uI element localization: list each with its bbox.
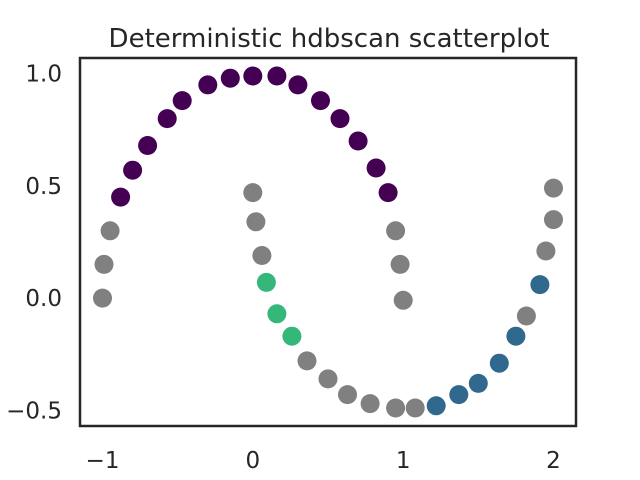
chart-title: Deterministic hdbscan scatterplot	[109, 24, 550, 54]
scatter-point	[318, 369, 338, 389]
scatter-point	[288, 75, 308, 95]
scatter-point	[243, 183, 263, 203]
scatter-point	[338, 385, 357, 405]
scatter-point	[243, 66, 263, 86]
scatter-point	[348, 131, 368, 151]
x-tick-label: 1	[396, 448, 411, 474]
scatter-point	[544, 210, 563, 230]
y-axis-ticks: −0.5 0.0 0.5 1.0	[6, 62, 62, 425]
scatter-point	[94, 254, 114, 274]
scatter-point	[297, 351, 317, 371]
scatter-point	[536, 241, 556, 261]
scatter-point	[530, 275, 550, 295]
scatter-point	[489, 353, 509, 373]
scatter-point	[282, 326, 302, 346]
scatter-point	[93, 288, 112, 308]
scatter-point	[360, 394, 380, 414]
scatter-point	[172, 91, 192, 111]
scatter-point	[405, 398, 425, 418]
scatter-point	[198, 75, 218, 95]
scatter-point	[252, 246, 272, 265]
scatter-point	[138, 136, 158, 155]
scatter-point	[506, 326, 526, 346]
scatter-point	[220, 68, 240, 88]
points-layer	[93, 66, 563, 418]
x-tick-label: 0	[245, 448, 260, 474]
scatter-point	[100, 221, 120, 241]
scatter-point	[386, 221, 406, 241]
scatter-point	[267, 304, 287, 324]
scatter-point	[390, 254, 410, 274]
scatter-point	[311, 91, 330, 111]
y-tick-label: −0.5	[6, 398, 62, 424]
scatter-point	[386, 398, 406, 418]
scatter-point	[157, 109, 177, 129]
scatter-point	[267, 66, 287, 86]
x-tick-label: −1	[86, 448, 120, 474]
x-tick-label: 2	[546, 448, 561, 474]
scatter-point	[516, 306, 536, 326]
scatter-point	[544, 178, 563, 198]
scatter-point	[426, 396, 446, 416]
scatter-point	[111, 187, 131, 207]
scatter-point	[393, 290, 413, 310]
scatter-point	[366, 158, 386, 178]
x-axis-ticks: −1 0 1 2	[86, 448, 561, 474]
scatter-point	[449, 385, 469, 405]
y-tick-label: 0.5	[25, 174, 62, 200]
scatter-point	[468, 373, 488, 393]
plot-frame	[78, 56, 578, 428]
scatter-point	[256, 272, 276, 292]
scatter-point	[246, 212, 266, 232]
scatter-point	[123, 160, 143, 180]
y-tick-label: 1.0	[25, 62, 62, 88]
scatter-point	[378, 183, 398, 203]
y-tick-label: 0.0	[25, 286, 62, 312]
scatter-point	[330, 109, 350, 129]
